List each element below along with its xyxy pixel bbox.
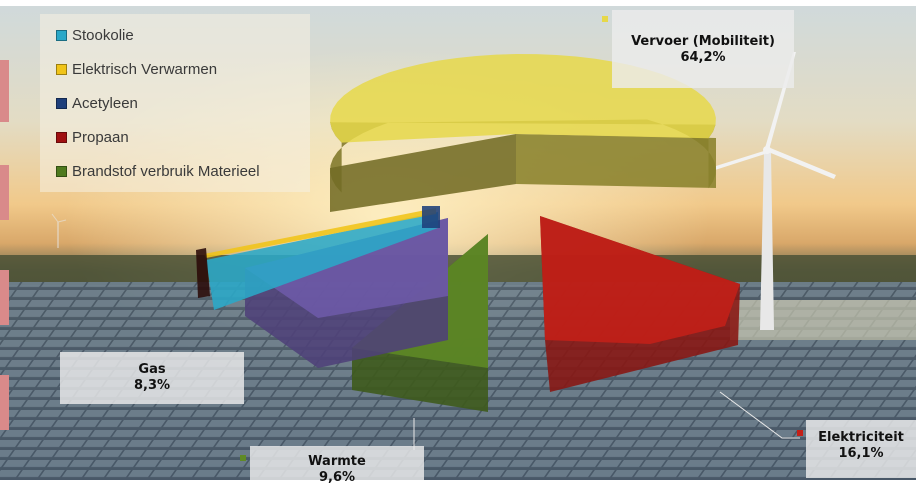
legend-item-propaan: Propaan	[56, 126, 129, 148]
data-label-name: Vervoer (Mobiliteit)	[631, 34, 775, 49]
left-edge-strip	[0, 60, 9, 122]
data-label-elektriciteit: Elektriciteit 16,1%	[806, 420, 916, 478]
slice-vervoer-cut2	[516, 134, 716, 188]
data-label-value: 8,3%	[133, 378, 171, 393]
leader-lines	[413, 391, 800, 450]
legend-label: Acetyleen	[72, 94, 138, 112]
data-label-vervoer: Vervoer (Mobiliteit) 64,2%	[612, 10, 794, 88]
legend-swatch	[56, 165, 67, 177]
left-edge-strip	[0, 375, 9, 430]
slice-stookolie	[206, 212, 438, 310]
data-label-name: Elektriciteit	[818, 430, 904, 445]
legend-label: Propaan	[72, 128, 129, 146]
marker-elektriciteit	[797, 430, 803, 436]
legend: Stookolie Elektrisch Verwarmen Acetyleen…	[40, 14, 310, 192]
data-label-name: Warmte	[308, 454, 366, 469]
slice-gas-top	[245, 218, 448, 318]
legend-label: Elektrisch Verwarmen	[72, 60, 218, 78]
legend-item-acetyleen: Acetyleen	[56, 92, 138, 114]
marker-vervoer	[602, 16, 608, 22]
slice-acetyleen	[422, 206, 440, 228]
data-label-warmte: Warmte 9,6%	[250, 446, 424, 485]
legend-swatch	[56, 29, 67, 41]
marker-warmte	[240, 455, 246, 461]
slice-elektriciteit-top	[540, 216, 740, 344]
legend-label: Stookolie	[72, 26, 134, 44]
legend-item-stookolie: Stookolie	[56, 24, 134, 46]
slice-elektrisch-verwarmen	[204, 208, 436, 258]
slice-propaan	[196, 248, 210, 298]
legend-swatch	[56, 63, 67, 75]
left-edge-strip	[0, 270, 9, 325]
background-water	[730, 300, 921, 340]
legend-item-brandstof: Brandstof verbruik Materieel	[56, 160, 260, 182]
small-turbine	[51, 213, 67, 248]
data-label-name: Gas	[138, 362, 166, 377]
legend-swatch	[56, 131, 67, 143]
top-border	[0, 0, 921, 6]
right-border	[916, 0, 921, 486]
data-label-value: 9,6%	[318, 470, 356, 485]
leader-elektriciteit	[719, 391, 800, 439]
data-label-value: 64,2%	[680, 50, 726, 65]
legend-swatch	[56, 97, 67, 109]
left-edge-strip	[0, 165, 9, 220]
data-label-gas: Gas 8,3%	[60, 352, 244, 404]
legend-label: Brandstof verbruik Materieel	[72, 162, 260, 180]
data-label-value: 16,1%	[838, 446, 884, 461]
bottom-border	[0, 480, 921, 486]
slice-vervoer-cut	[330, 134, 516, 212]
legend-item-elektrisch-verwarmen: Elektrisch Verwarmen	[56, 58, 217, 80]
